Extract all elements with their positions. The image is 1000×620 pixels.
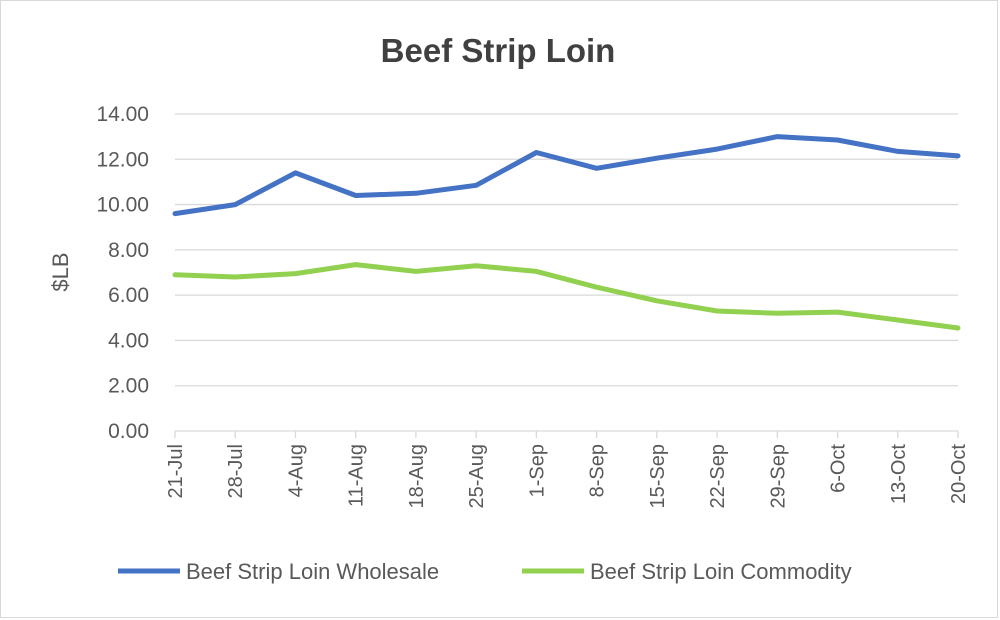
- y-tick-label: 2.00: [108, 375, 149, 398]
- x-tick-label: 18-Aug: [406, 444, 428, 509]
- legend: Beef Strip Loin Wholesale Beef Strip Loin…: [118, 559, 852, 584]
- legend-label: Beef Strip Loin Wholesale: [186, 559, 439, 584]
- series-line-1: [172, 134, 961, 217]
- series-line-2: [172, 262, 961, 331]
- legend-label: Beef Strip Loin Commodity: [590, 559, 852, 584]
- x-tick-label: 29-Sep: [767, 444, 789, 509]
- y-tick-labels: 0.00 2.00 4.00 6.00 8.00 10.00 12.00 14.00: [96, 103, 149, 443]
- x-tick-label: 25-Aug: [466, 444, 488, 509]
- y-tick-label: 14.00: [96, 103, 149, 126]
- x-tick-label: 15-Sep: [647, 444, 669, 509]
- x-tick-label: 8-Sep: [587, 444, 609, 497]
- chart-title: Beef Strip Loin: [381, 32, 616, 69]
- x-tick-label: 6-Oct: [828, 444, 850, 493]
- y-tick-label: 0.00: [108, 420, 149, 443]
- x-tick-label: 4-Aug: [285, 444, 307, 497]
- x-tick-label: 1-Sep: [526, 444, 548, 497]
- gridlines: [175, 113, 958, 387]
- x-tick-label: 11-Aug: [346, 444, 368, 507]
- series-lines: [172, 134, 961, 331]
- x-tick-label: 28-Jul: [225, 444, 247, 498]
- y-axis-label: $LB: [48, 252, 73, 291]
- x-tick-label: 22-Sep: [707, 444, 729, 509]
- x-axis: 21-Jul 28-Jul 4-Aug 11-Aug 18-Aug 25-Aug 1-Sep…: [165, 430, 970, 509]
- y-tick-label: 6.00: [108, 284, 149, 307]
- x-tick-label: 21-Jul: [165, 444, 187, 498]
- x-tick-label: 20-Oct: [948, 444, 970, 504]
- x-tick-label: 13-Oct: [888, 444, 910, 504]
- y-tick-label: 4.00: [108, 329, 149, 352]
- y-tick-label: 10.00: [96, 194, 149, 217]
- y-tick-label: 12.00: [96, 148, 149, 171]
- y-tick-label: 8.00: [108, 239, 149, 262]
